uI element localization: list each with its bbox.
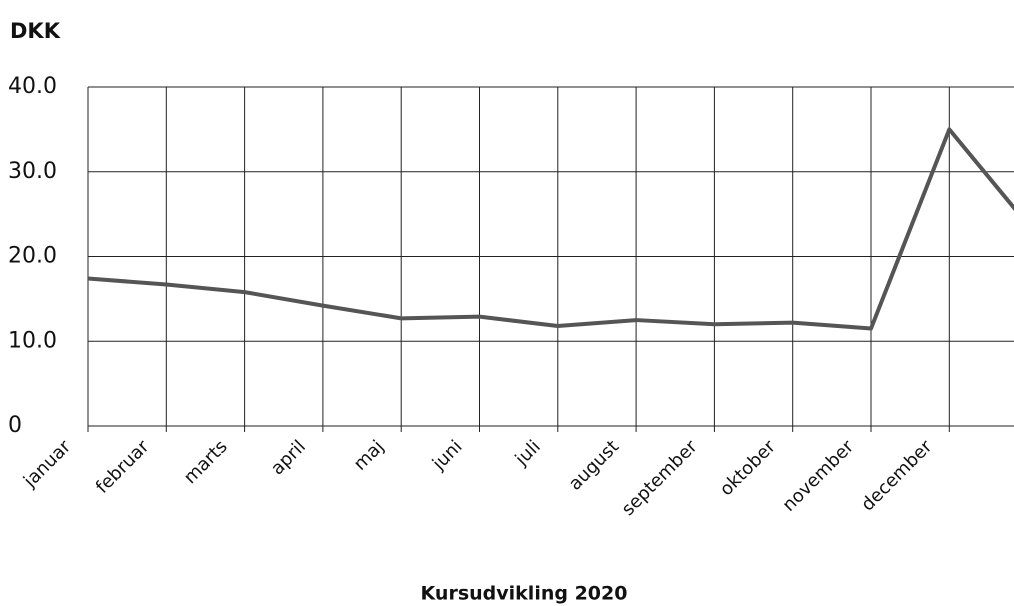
y-axis-label: DKK xyxy=(10,19,61,43)
x-tick-label: april xyxy=(267,436,310,479)
x-tick-label: november xyxy=(778,436,858,516)
x-tick-label: december xyxy=(857,436,937,516)
x-tick-label: august xyxy=(565,436,623,494)
line-series xyxy=(87,127,1014,331)
chart-title: Kursudvikling 2020 xyxy=(421,583,628,605)
x-tick-label: september xyxy=(618,436,702,520)
x-tick-label: marts xyxy=(180,436,232,488)
x-tick-label: juni xyxy=(428,436,467,475)
x-tick-label: maj xyxy=(350,436,389,475)
y-tick-label: 40.0 xyxy=(8,74,57,99)
y-tick-label: 20.0 xyxy=(8,244,57,269)
y-tick-label: 10.0 xyxy=(8,328,57,353)
x-tick-label: oktober xyxy=(716,436,780,500)
y-tick-label: 0 xyxy=(8,413,22,438)
x-tick-label: januar xyxy=(19,436,75,492)
y-tick-label: 30.0 xyxy=(8,159,57,184)
plot-clip xyxy=(87,127,1014,331)
x-tick-label: juli xyxy=(511,436,545,470)
x-tick-label: februar xyxy=(92,436,154,498)
